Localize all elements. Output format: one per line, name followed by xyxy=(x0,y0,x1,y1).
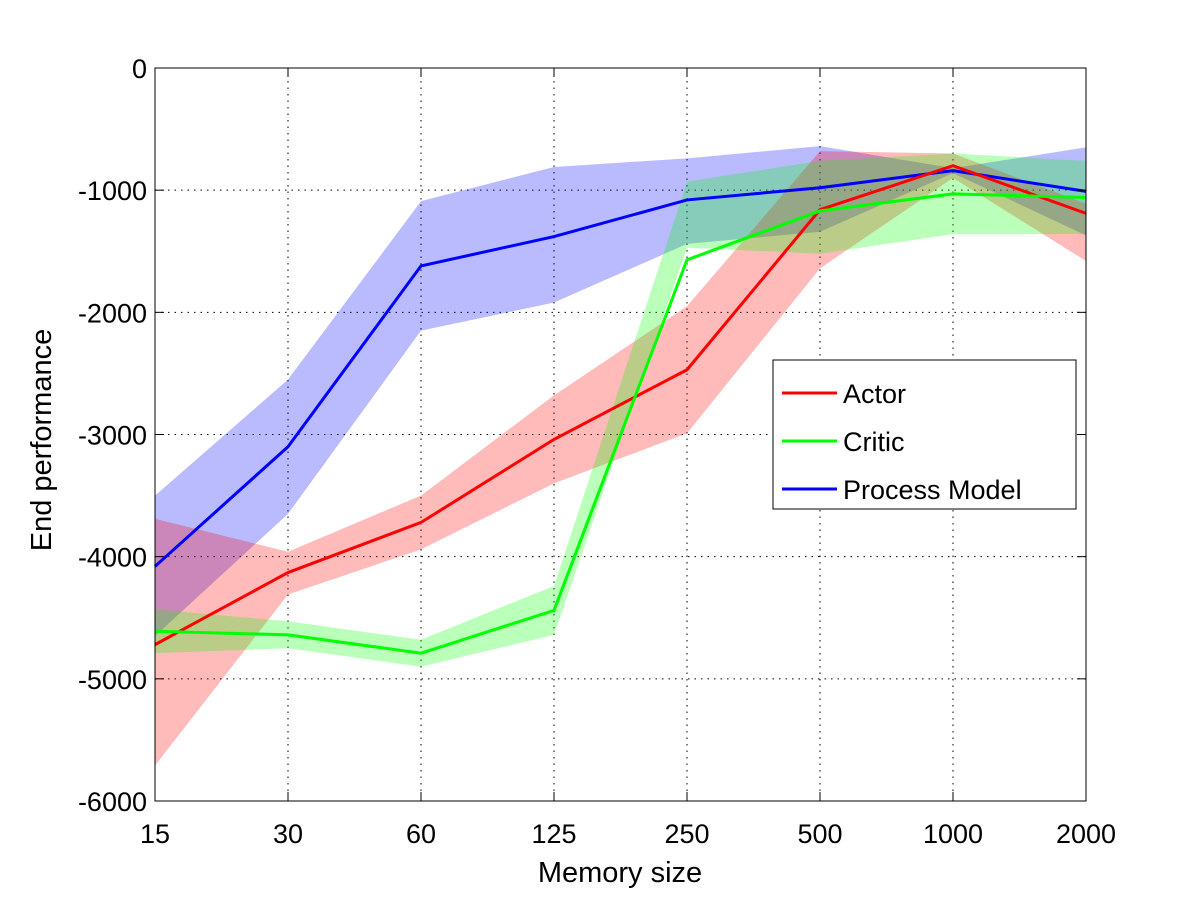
x-tick-label: 2000 xyxy=(1056,819,1116,849)
process-model-band xyxy=(155,146,1086,637)
x-tick-label: 15 xyxy=(140,819,170,849)
confidence-bands xyxy=(155,146,1086,766)
x-tick-label: 60 xyxy=(406,819,436,849)
critic-line xyxy=(154,192,1087,655)
x-tick-labels: 15 30 60 125 250 500 1000 2000 xyxy=(140,819,1116,849)
x-tick-label: 250 xyxy=(664,819,709,849)
y-tick-label: -4000 xyxy=(78,543,147,573)
axis-ticks xyxy=(154,67,1087,802)
x-tick-label: 1000 xyxy=(923,819,983,849)
y-tick-label: -2000 xyxy=(78,298,147,328)
critic-band xyxy=(155,153,1086,667)
x-tick-label: 30 xyxy=(273,819,303,849)
y-tick-label: -5000 xyxy=(78,665,147,695)
x-tick-label: 500 xyxy=(797,819,842,849)
y-tick-label: 0 xyxy=(132,54,147,84)
legend-box xyxy=(772,359,1077,510)
x-tick-label: 125 xyxy=(531,819,576,849)
x-axis-label: Memory size xyxy=(538,857,702,889)
actor-band xyxy=(155,151,1086,766)
y-tick-labels: 0 -1000 -2000 -3000 -4000 -5000 -6000 xyxy=(78,54,147,817)
y-tick-label: -3000 xyxy=(78,421,147,451)
legend: Actor Critic Process Model xyxy=(772,359,1077,510)
y-axis-label: End performance xyxy=(26,329,58,551)
legend-label-actor: Actor xyxy=(843,379,906,409)
legend-label-critic: Critic xyxy=(843,427,905,457)
y-tick-label: -1000 xyxy=(78,176,147,206)
actor-line xyxy=(154,164,1087,646)
series-lines xyxy=(153,164,1087,655)
legend-label-process-model: Process Model xyxy=(843,475,1022,505)
y-tick-label: -6000 xyxy=(78,787,147,817)
